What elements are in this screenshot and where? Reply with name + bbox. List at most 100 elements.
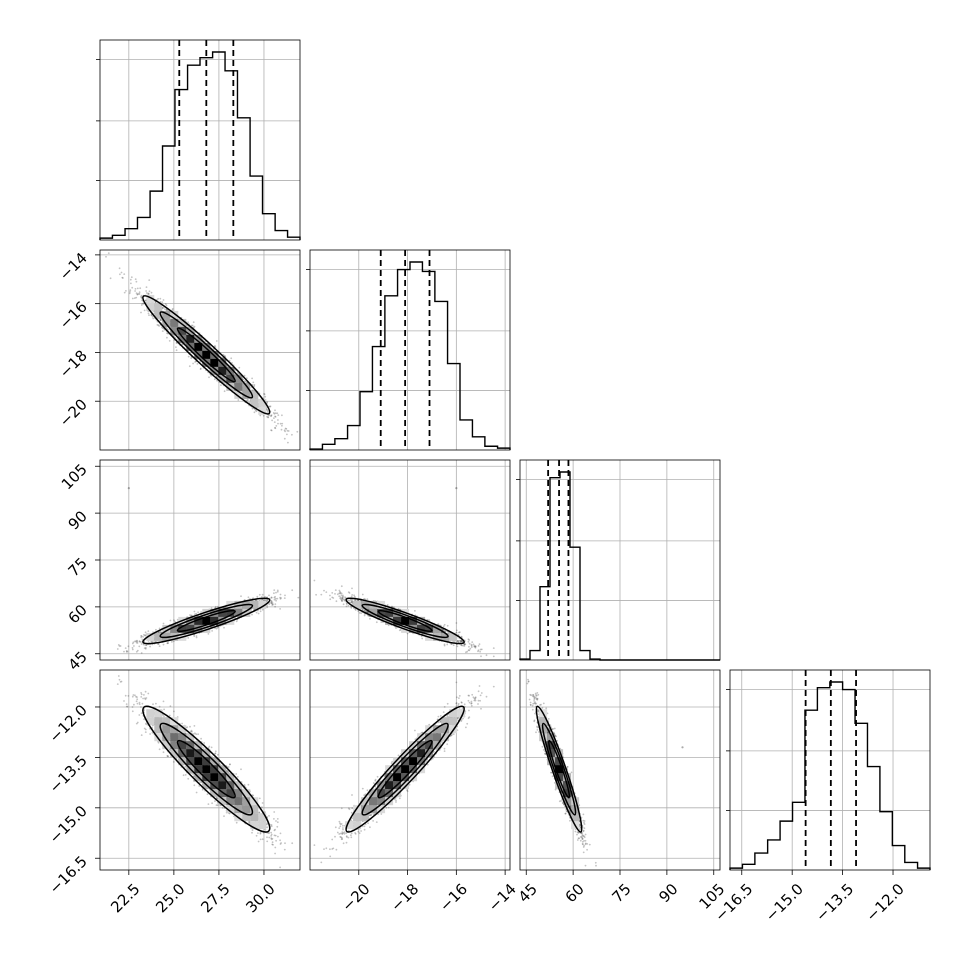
scatter-point: [270, 415, 272, 417]
scatter-point: [264, 395, 267, 398]
scatter-point: [273, 589, 276, 591]
scatter-point: [147, 292, 150, 295]
scatter-point: [143, 633, 145, 636]
panel-frame: [99, 249, 301, 451]
scatter-point: [164, 308, 166, 310]
density-cell: [202, 342, 211, 351]
scatter-point: [199, 368, 202, 370]
scatter-point: [140, 294, 143, 297]
histogram-steps: [729, 681, 931, 870]
scatter-point: [270, 414, 273, 416]
scatter-point: [277, 414, 280, 416]
scatter-point: [162, 643, 165, 646]
scatter-point: [145, 290, 148, 292]
scatter-point: [266, 401, 268, 403]
scatter-point: [266, 408, 268, 411]
scatter-point: [141, 299, 144, 302]
scatter-point: [129, 278, 132, 281]
scatter-point: [284, 594, 286, 597]
scatter-point: [135, 296, 138, 299]
scatter-point: [147, 630, 150, 632]
scatter-point: [158, 645, 161, 647]
density-cell: [146, 294, 155, 303]
scatter-point: [130, 282, 132, 285]
scatter-point: [270, 429, 273, 432]
scatter-point: [181, 343, 184, 346]
scatter-point: [123, 273, 126, 275]
scatter-point: [280, 597, 282, 599]
scatter-point: [131, 286, 134, 289]
scatter-point: [126, 650, 129, 653]
scatter-point: [160, 318, 163, 321]
scatter-point: [264, 595, 266, 598]
scatter-point: [192, 350, 195, 353]
scatter-point: [157, 324, 160, 326]
scatter-point: [267, 411, 269, 413]
scatter-point: [263, 599, 266, 602]
density-cell: [194, 342, 203, 351]
scatter-point: [137, 293, 140, 295]
density-cell: [178, 334, 187, 343]
scatter-point: [269, 405, 271, 408]
scatter-point: [133, 297, 136, 299]
scatter-point: [266, 415, 268, 418]
scatter-point: [152, 317, 155, 320]
scatter-point: [271, 601, 274, 604]
scatter-point: [301, 447, 303, 449]
scatter-point: [161, 301, 164, 304]
density-cell: [258, 406, 267, 415]
scatter-point: [138, 291, 141, 294]
density-cell: [210, 358, 219, 367]
scatter-point: [270, 602, 273, 605]
scatter-point: [162, 622, 165, 625]
scatter-point: [127, 645, 130, 648]
density-cell: [178, 326, 187, 335]
scatter-point: [244, 380, 247, 383]
scatter-point: [143, 643, 146, 646]
scatter-point: [274, 415, 276, 418]
scatter-point: [144, 634, 147, 637]
histogram-panel-1: [306, 249, 511, 451]
scatter-point: [264, 599, 267, 601]
density-cell: [162, 310, 171, 319]
density-cell: [258, 398, 267, 407]
scatter-point: [136, 642, 139, 644]
scatter-point: [277, 422, 279, 425]
scatter-point: [195, 612, 198, 615]
scatter-point: [120, 271, 123, 274]
scatter-point: [166, 332, 168, 335]
scatter-point: [281, 414, 283, 417]
scatter-point: [150, 291, 153, 294]
scatter-point: [188, 365, 191, 368]
scatter-point: [270, 415, 272, 417]
scatter-point: [268, 594, 270, 597]
scatter-point: [125, 650, 128, 652]
scatter-point: [253, 385, 256, 388]
scatter-point: [159, 319, 162, 322]
scatter-point: [208, 376, 210, 379]
scatter-point: [296, 430, 299, 433]
scatter-point: [145, 292, 148, 294]
scatter-point: [279, 598, 282, 600]
density-cell: [170, 310, 179, 319]
scatter-point: [268, 603, 271, 606]
scatter-point: [277, 419, 279, 421]
scatter-point: [134, 288, 137, 290]
scatter-point: [147, 312, 150, 315]
scatter-point: [136, 293, 139, 296]
scatter-point: [130, 276, 133, 279]
scatter-point: [238, 366, 241, 369]
scatter-point: [266, 606, 269, 609]
density-cell: [202, 358, 211, 367]
panel-frame: [729, 669, 931, 871]
scatter-point: [285, 428, 288, 430]
scatter-point: [144, 634, 146, 637]
scatter-point: [122, 277, 124, 279]
scatter-point: [131, 648, 134, 651]
scatter-point: [266, 598, 269, 601]
scatter-point: [140, 641, 142, 643]
scatter-point: [166, 336, 168, 339]
scatter-point: [273, 592, 275, 595]
scatter-point: [275, 599, 277, 602]
scatter-point: [123, 291, 126, 294]
